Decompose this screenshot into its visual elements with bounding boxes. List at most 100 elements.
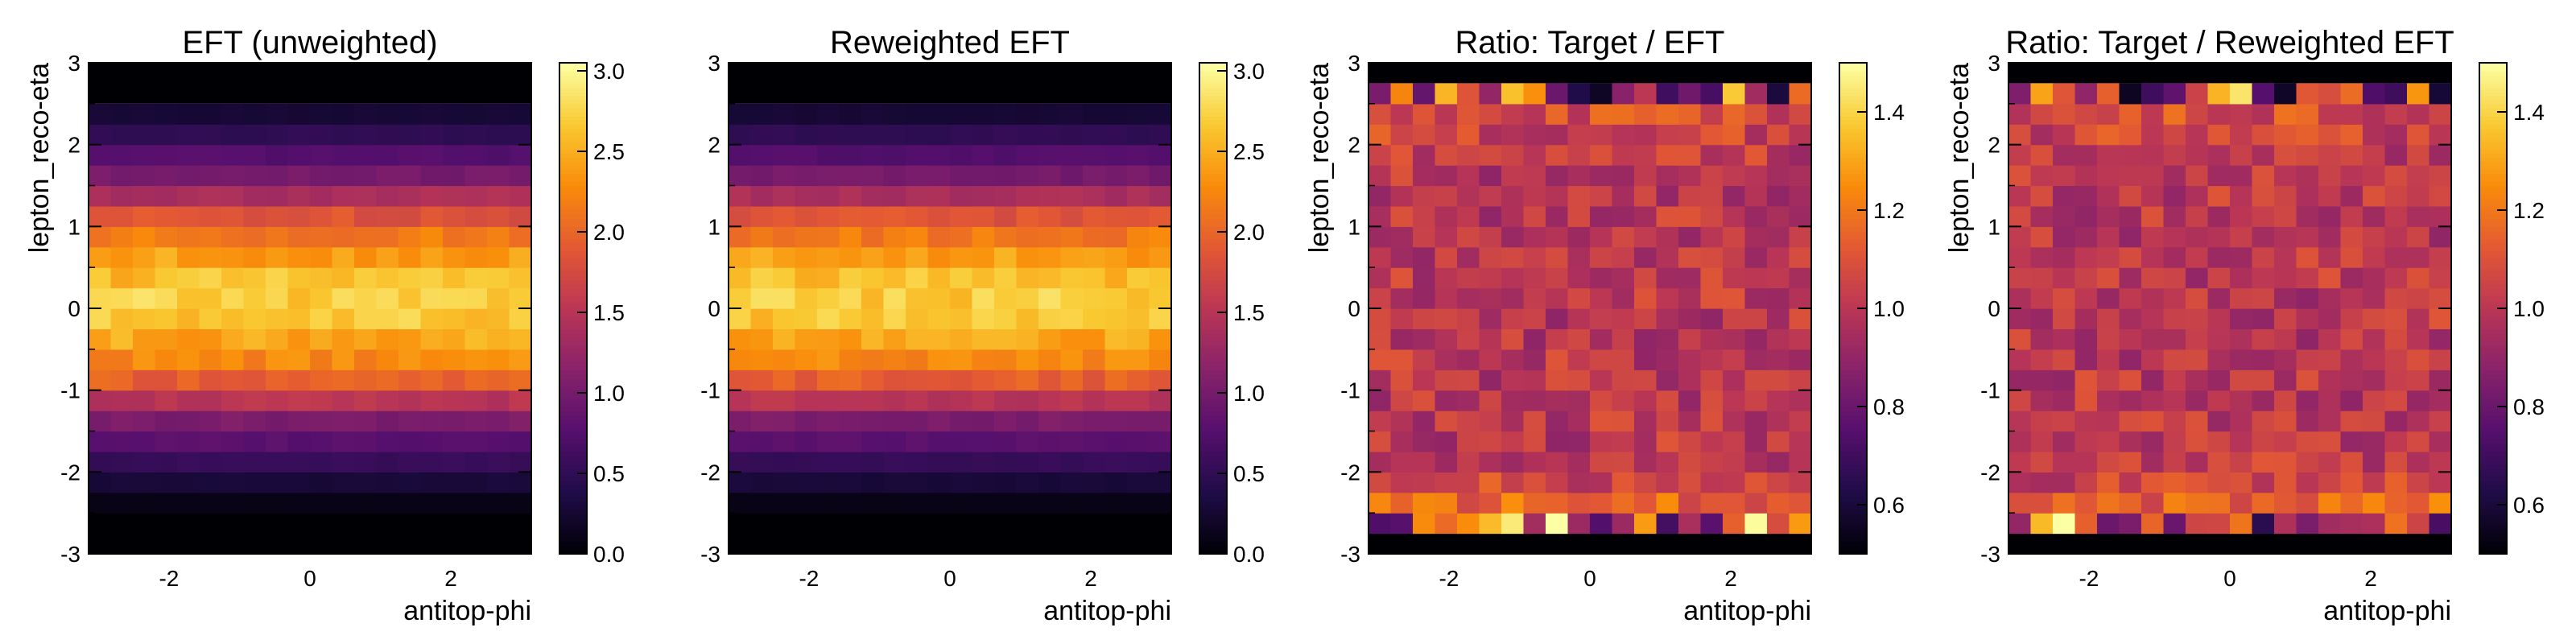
panel-2-cell [773,369,796,391]
panel-4-cell [2252,492,2275,514]
panel-2-colorbar-segment [1199,75,1227,80]
panel-4-cell [2074,328,2098,350]
panel-2-cell [1038,267,1062,289]
panel-1-cell [354,349,378,370]
panel-4-cell [2008,411,2032,432]
panel-4-cell [2407,369,2430,391]
panel-1-cell [221,451,245,473]
panel-1-cell [420,349,444,370]
panel-3-cell [1501,349,1525,370]
panel-2-cell [1038,451,1062,473]
panel-3-colorbar-segment [1839,267,1867,273]
panel-3-cell [1723,83,1746,105]
panel-2-cell [994,328,1018,350]
panel-4-cell [2097,83,2120,105]
panel-4-cell [2318,349,2342,370]
panel-4-cell [2429,103,2452,125]
panel-4-cell [2407,431,2430,452]
panel-3-cell [1390,492,1414,514]
panel-1-cell [133,185,156,207]
panel-4-cell [2053,226,2076,248]
panel-1-cell [376,369,399,391]
panel-4-cell [2407,205,2430,227]
panel-3-colorbar-tick-label: 1.4 [1873,100,1905,125]
panel-1-cell [420,287,444,309]
panel-4-cell [2318,124,2342,146]
panel-2-cell [861,144,885,166]
panel-2-colorbar-segment [1199,291,1227,297]
panel-1-cell [487,144,510,166]
panel-1-colorbar-segment [559,67,587,72]
panel-1-colorbar-segment [559,263,587,268]
panel-2-cell [1038,472,1062,493]
panel-1-cell [443,103,466,125]
panel-3-cell [1656,287,1679,309]
panel-2-cell [750,328,774,350]
panel-2-colorbar-segment [1199,226,1227,232]
panel-2-cell [906,431,929,452]
panel-3-cell [1700,308,1724,330]
panel-3-cell [1368,103,1392,125]
panel-2-colorbar-segment [1199,79,1227,85]
panel-3-cell [1523,472,1546,493]
panel-3-cell [1700,205,1724,227]
panel-2-cell [861,472,885,493]
panel-2-cell [1104,472,1128,493]
panel-2-cell [927,267,951,289]
panel-1-cell [332,492,355,514]
panel-3-cell [1501,144,1525,166]
panel-1-cell [266,369,289,391]
panel-2-cell [1104,390,1128,411]
panel-1-cell [310,472,333,493]
panel-3-colorbar-tick-label: 0.8 [1873,394,1905,419]
panel-1-cell [243,369,266,391]
panel-3-cell [1546,226,1569,248]
panel-1-cell [287,124,311,146]
panel-1-cell [354,124,378,146]
panel-2-cell [883,369,906,391]
panel-1-cell [420,308,444,330]
panel-4-cell [2230,369,2253,391]
panel-4-cell [2141,328,2165,350]
panel-3-cell [1523,369,1546,391]
panel-4-cell [2207,349,2231,370]
panel-2-colorbar-segment [1199,320,1227,326]
panel-3-colorbar-segment [1839,177,1867,183]
panel-4-cell [2384,369,2408,391]
panel-4-cell [2384,451,2408,473]
panel-1-cell [487,205,510,227]
panel-1-cell [487,390,510,411]
panel-4-cell [2053,390,2076,411]
panel-2-cell [861,369,885,391]
panel-3-cell [1413,267,1436,289]
panel-1-colorbar-segment [559,472,587,477]
panel-1-cell [110,144,134,166]
panel-3-cell [1634,349,1657,370]
panel-1-colorbar-segment [559,529,587,535]
panel-3-cell [1678,267,1702,289]
panel-3-cell [1634,246,1657,268]
panel-3-cell [1744,390,1768,411]
panel-1-colorbar-tick-label: 0.0 [593,542,625,567]
panel-1-colorbar-segment [559,357,587,362]
panel-2-cell [773,328,796,350]
panel-1-colorbar-segment [559,279,587,285]
panel-1-cell [464,431,488,452]
panel-3-cell [1612,246,1635,268]
panel-4-cell [2252,267,2275,289]
panel-1-colorbar-segment [559,87,587,93]
panel-3-y-tick-label: -2 [1340,460,1360,485]
panel-1-cell [332,451,355,473]
panel-2-colorbar-segment [1199,374,1227,379]
panel-3-cell [1700,411,1724,432]
panel-1-cell [332,369,355,391]
panel-2-cell [883,205,906,227]
panel-2-cell [729,390,752,411]
panel-1-cell [332,185,355,207]
panel-4-cell [2363,390,2386,411]
panel-2-cell [906,144,929,166]
panel-1-colorbar-segment [559,398,587,403]
panel-3-cell [1723,513,1746,535]
panel-4-colorbar-segment [2479,279,2507,285]
